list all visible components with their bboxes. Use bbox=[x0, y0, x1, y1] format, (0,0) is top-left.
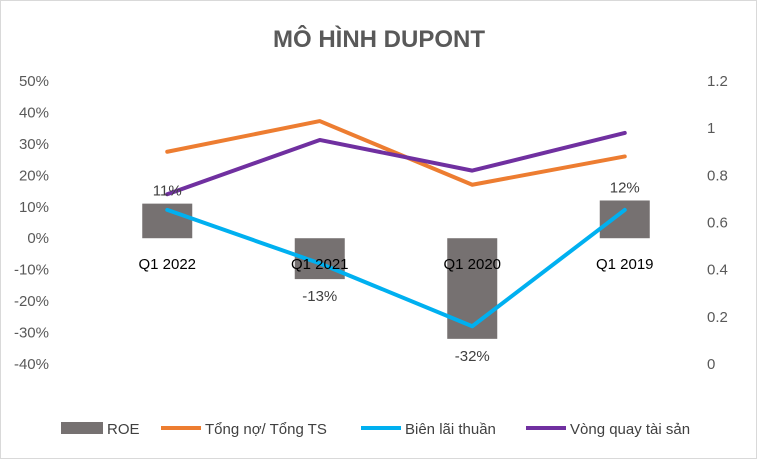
right-tick-label: 0 bbox=[707, 356, 715, 373]
category-label: Q1 2019 bbox=[596, 256, 654, 273]
legend-label: ROE bbox=[107, 421, 140, 438]
left-tick-label: 20% bbox=[19, 167, 49, 184]
left-tick-label: -20% bbox=[14, 293, 49, 310]
legend: ROE Tổng nợ/ Tổng TS Biên lãi thuần Vòng qu… bbox=[61, 421, 690, 438]
roe-bar bbox=[447, 238, 498, 339]
legend-item: Tổng nợ/ Tổng TS bbox=[161, 421, 327, 438]
roe-data-label: -13% bbox=[302, 288, 337, 305]
right-tick-label: 0.4 bbox=[707, 262, 728, 279]
category-label: Q1 2022 bbox=[138, 256, 196, 273]
legend-item: Biên lãi thuần bbox=[361, 421, 496, 438]
legend-item: ROE bbox=[61, 421, 140, 438]
chart-title: MÔ HÌNH DUPONT bbox=[273, 25, 485, 53]
left-tick-label: 10% bbox=[19, 199, 49, 216]
right-tick-label: 0.8 bbox=[707, 167, 728, 184]
series-lines bbox=[165, 119, 627, 329]
left-tick-label: -10% bbox=[14, 262, 49, 279]
roe-data-label: -32% bbox=[455, 348, 490, 365]
left-tick-label: 40% bbox=[19, 104, 49, 121]
legend-item: Vòng quay tài sản bbox=[526, 421, 690, 438]
roe-data-labels: 11% -13% -32% 12% bbox=[153, 179, 640, 364]
right-axis-ticks: 1.2 1 0.8 0.6 0.4 0.2 0 bbox=[707, 73, 728, 373]
roe-bars bbox=[142, 200, 650, 339]
left-tick-label: 30% bbox=[19, 136, 49, 153]
series-line bbox=[165, 207, 627, 329]
legend-swatch bbox=[61, 422, 103, 434]
roe-bar bbox=[599, 200, 650, 239]
right-tick-label: 1.2 bbox=[707, 73, 728, 90]
roe-data-label: 12% bbox=[610, 179, 640, 196]
left-tick-label: 0% bbox=[27, 230, 49, 247]
roe-data-label: 11% bbox=[153, 183, 182, 200]
right-tick-label: 0.6 bbox=[707, 215, 728, 232]
left-tick-label: -30% bbox=[14, 325, 49, 342]
legend-label: Tổng nợ/ Tổng TS bbox=[205, 421, 327, 438]
series-line bbox=[165, 130, 627, 197]
category-label: Q1 2021 bbox=[291, 256, 349, 273]
legend-label: Biên lãi thuần bbox=[405, 421, 496, 438]
category-label: Q1 2020 bbox=[443, 256, 501, 273]
series-line bbox=[165, 119, 627, 187]
legend-label: Vòng quay tài sản bbox=[570, 421, 690, 438]
left-tick-label: -40% bbox=[14, 356, 49, 373]
right-tick-label: 0.2 bbox=[707, 309, 728, 326]
left-tick-label: 50% bbox=[19, 73, 49, 90]
right-tick-label: 1 bbox=[707, 120, 715, 137]
left-axis-ticks: 50% 40% 30% 20% 10% 0% -10% -20% -30% -40% bbox=[14, 73, 49, 373]
category-labels: Q1 2022 Q1 2021 Q1 2020 Q1 2019 bbox=[138, 256, 653, 273]
